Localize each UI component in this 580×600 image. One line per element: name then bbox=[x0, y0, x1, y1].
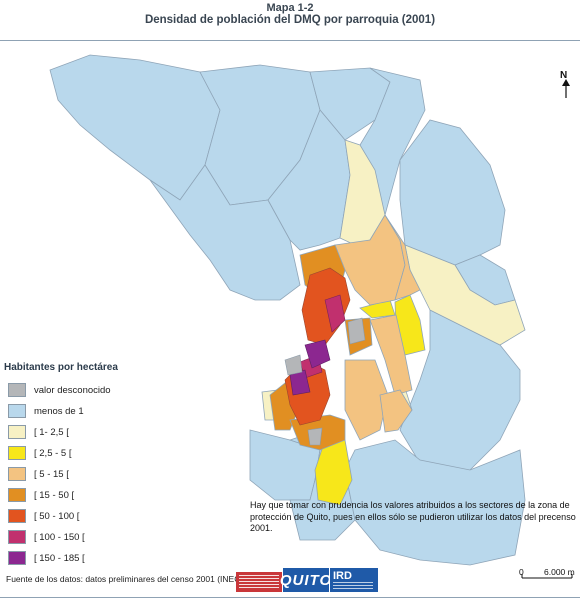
legend-item-15-50: [ 15 - 50 [ bbox=[8, 488, 74, 502]
legend-item-1-2-5: [ 1- 2,5 [ bbox=[8, 425, 69, 439]
top-rule bbox=[0, 40, 580, 41]
legend-label: [ 15 - 50 [ bbox=[34, 489, 75, 501]
legend-swatch bbox=[8, 425, 26, 439]
legend-item-less-than-1: menos de 1 bbox=[8, 404, 84, 418]
legend-label: [ 100 - 150 [ bbox=[34, 531, 85, 543]
parish-tan-central-east bbox=[344, 359, 389, 441]
legend-item-100-150: [ 100 - 150 [ bbox=[8, 530, 85, 544]
legend-label: menos de 1 bbox=[34, 405, 84, 417]
legend-swatch bbox=[8, 383, 26, 397]
municipality-emblem-logo bbox=[236, 572, 282, 592]
legend-label: [ 5 - 15 [ bbox=[34, 468, 69, 480]
legend-swatch bbox=[8, 488, 26, 502]
parish-southeast-large bbox=[344, 439, 526, 566]
parish-tan-southeast bbox=[379, 389, 413, 433]
map-number: Mapa 1-2 bbox=[266, 2, 314, 14]
parish-unknown-3 bbox=[307, 427, 323, 446]
parish-east-far bbox=[399, 119, 506, 266]
legend-label: [ 150 - 185 [ bbox=[34, 552, 85, 564]
legend-item-150-185: [ 150 - 185 [ bbox=[8, 551, 85, 565]
parish-core-north bbox=[301, 267, 351, 346]
legend-swatch bbox=[8, 530, 26, 544]
scale-start-label: 0 bbox=[519, 567, 524, 577]
parish-unknown-1 bbox=[347, 317, 366, 345]
parish-magenta-1 bbox=[324, 294, 346, 333]
caution-note: Hay que tomar con prudencia los valores … bbox=[250, 500, 576, 533]
legend-swatch bbox=[8, 446, 26, 460]
parish-west bbox=[149, 164, 301, 301]
north-arrow bbox=[562, 79, 570, 98]
ird-logo: IRD bbox=[330, 568, 378, 592]
legend-label: [ 50 - 100 [ bbox=[34, 510, 80, 522]
scale-end-label: 6.000 m bbox=[544, 567, 575, 577]
legend-swatch bbox=[8, 404, 26, 418]
north-label: N bbox=[560, 70, 568, 81]
parish-purple-1 bbox=[304, 339, 331, 369]
parish-tan-northeast bbox=[384, 214, 421, 301]
map-title: Densidad de población del DMQ por parroq… bbox=[144, 14, 436, 26]
scale-bar bbox=[521, 574, 573, 579]
legend-swatch bbox=[8, 467, 26, 481]
legend-label: [ 2,5 - 5 [ bbox=[34, 447, 72, 459]
legend-swatch bbox=[8, 509, 26, 523]
legend-item-2-5-5: [ 2,5 - 5 [ bbox=[8, 446, 72, 460]
parish-northwest bbox=[49, 54, 221, 201]
bottom-rule bbox=[0, 597, 580, 598]
legend-item-50-100: [ 50 - 100 [ bbox=[8, 509, 79, 523]
data-source: Fuente de los datos: datos preliminares … bbox=[6, 574, 244, 584]
legend-label: [ 1- 2,5 [ bbox=[34, 426, 69, 438]
legend-label: valor desconocido bbox=[34, 384, 111, 396]
legend-swatch bbox=[8, 551, 26, 565]
legend-item-5-15: [ 5 - 15 [ bbox=[8, 467, 69, 481]
legend-item-unknown: valor desconocido bbox=[8, 383, 111, 397]
quito-logo: QUITO bbox=[280, 568, 331, 592]
parish-unknown-2 bbox=[284, 354, 303, 376]
ird-logo-text: IRD bbox=[333, 570, 352, 582]
legend-title: Habitantes por hectárea bbox=[4, 362, 118, 373]
parish-tan-east bbox=[369, 314, 413, 396]
